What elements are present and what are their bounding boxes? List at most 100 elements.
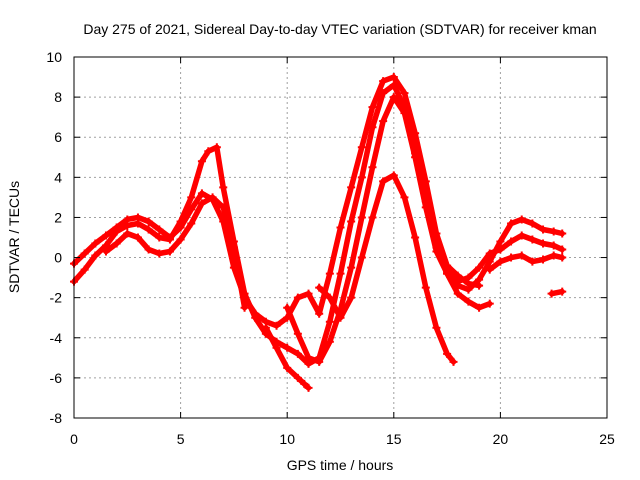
data-point <box>549 227 558 236</box>
data-point <box>187 219 196 228</box>
data-point <box>197 199 206 208</box>
data-point <box>347 183 356 192</box>
data-point <box>144 225 153 234</box>
data-point <box>325 269 334 278</box>
data-point <box>507 237 516 246</box>
data-point <box>357 143 366 152</box>
data-point <box>176 235 185 244</box>
data-point <box>187 193 196 202</box>
data-point <box>539 225 548 234</box>
data-point <box>283 363 292 372</box>
series-line <box>316 172 457 365</box>
x-tick-label: 15 <box>386 431 402 447</box>
data-point <box>549 241 558 250</box>
data-point <box>464 297 473 306</box>
data-point <box>197 189 206 198</box>
data-point <box>496 237 505 246</box>
y-tick-label: 8 <box>54 89 62 105</box>
data-point <box>368 213 377 222</box>
data-point <box>357 173 366 182</box>
series-sat-h <box>101 193 249 312</box>
series-sat-g <box>485 251 567 274</box>
data-point <box>517 231 526 240</box>
data-point <box>389 73 398 82</box>
series-layer <box>70 73 567 392</box>
data-point <box>283 303 292 312</box>
data-point <box>475 263 484 272</box>
data-point <box>539 255 548 264</box>
series-sat-d <box>315 171 458 366</box>
data-point <box>432 247 441 256</box>
y-axis-label: SDTVAR / TECUs <box>6 181 22 293</box>
data-point <box>507 219 516 228</box>
data-point <box>336 313 345 322</box>
data-point <box>283 343 292 352</box>
data-point <box>80 249 89 258</box>
data-point <box>558 229 567 238</box>
data-point <box>528 235 537 244</box>
series-sat-a <box>70 73 484 330</box>
data-point <box>123 221 132 230</box>
data-point <box>101 231 110 240</box>
data-point <box>208 193 217 202</box>
y-tick-label: 2 <box>54 209 62 225</box>
series-sat-i <box>547 287 567 298</box>
x-axis-label: GPS time / hours <box>287 457 394 473</box>
data-point <box>443 267 452 276</box>
y-tick-label: 0 <box>54 250 62 266</box>
data-point <box>101 247 110 256</box>
data-point <box>347 217 356 226</box>
y-tick-label: 6 <box>54 129 62 145</box>
data-point <box>212 143 221 152</box>
ticks: 0 5 10 15 20 25 -8 -6 -4 -2 0 2 4 6 8 10 <box>46 49 615 447</box>
y-tick-label: -4 <box>50 330 63 346</box>
data-point <box>272 343 281 352</box>
x-tick-label: 0 <box>70 431 78 447</box>
data-point <box>315 283 324 292</box>
data-point <box>325 293 334 302</box>
data-point <box>219 203 228 212</box>
data-point <box>293 349 302 358</box>
data-point <box>91 251 100 260</box>
data-point <box>165 247 174 256</box>
data-point <box>389 81 398 90</box>
data-point <box>475 275 484 284</box>
x-tick-label: 5 <box>177 431 185 447</box>
data-point <box>325 317 334 326</box>
data-point <box>517 251 526 260</box>
data-point <box>293 329 302 338</box>
data-point <box>517 215 526 224</box>
data-point <box>197 157 206 166</box>
data-point <box>475 303 484 312</box>
data-point <box>165 235 174 244</box>
data-point <box>336 269 345 278</box>
data-point <box>176 217 185 226</box>
data-point <box>464 273 473 282</box>
x-tick-label: 25 <box>599 431 615 447</box>
data-point <box>112 239 121 248</box>
data-point <box>528 219 537 228</box>
data-point <box>325 337 334 346</box>
data-point <box>549 251 558 260</box>
data-point <box>91 239 100 248</box>
data-point <box>204 147 213 156</box>
series-line <box>71 74 482 329</box>
data-point <box>229 243 238 252</box>
data-point <box>400 193 409 202</box>
data-point <box>368 163 377 172</box>
data-point <box>240 303 249 312</box>
data-point <box>368 123 377 132</box>
data-point <box>443 349 452 358</box>
data-point <box>347 263 356 272</box>
series-sat-c <box>283 93 567 366</box>
data-point <box>539 239 548 248</box>
data-point <box>485 249 494 258</box>
data-point <box>496 245 505 254</box>
data-point <box>304 289 313 298</box>
data-point <box>155 225 164 234</box>
data-point <box>144 245 153 254</box>
series-sat-f <box>443 231 567 286</box>
data-point <box>315 309 324 318</box>
data-point <box>558 253 567 262</box>
data-point <box>379 177 388 186</box>
